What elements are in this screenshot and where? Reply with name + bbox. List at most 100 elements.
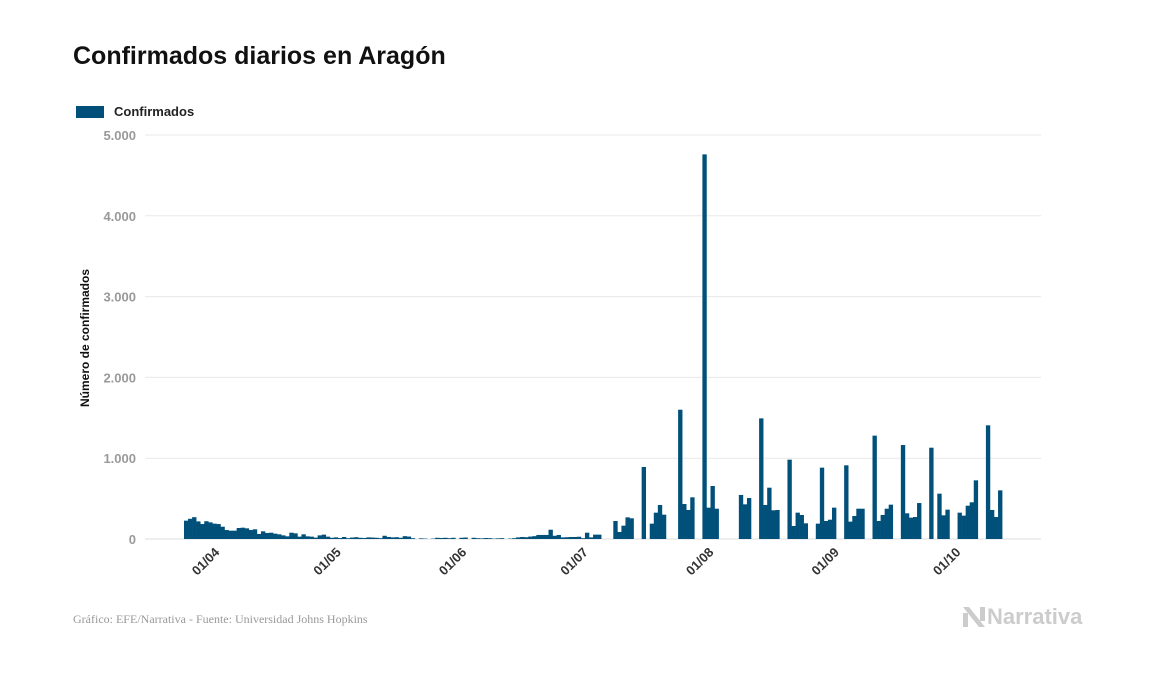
bar: 03/09: 388	[832, 507, 837, 539]
bar: 29/04: 45	[317, 535, 322, 539]
bar: 10/05: 12	[362, 538, 367, 539]
bar: 28/07: 433	[682, 504, 687, 539]
bar: 16/05: 25	[386, 536, 391, 539]
bar: 03/05: 20	[333, 537, 339, 539]
y-tick-label: 1.000	[103, 451, 136, 466]
bar: 30/04: 54	[321, 534, 327, 539]
bar: 05/07: 20	[589, 537, 594, 539]
bar: 11/05: 20	[366, 537, 371, 539]
bar: 16/06: 10	[512, 538, 517, 539]
bar: 04/07: 78	[584, 532, 590, 539]
bar: 17/05: 20	[390, 537, 395, 539]
bar: 13/05: 15	[374, 537, 379, 539]
y-tick-label: 2.000	[103, 370, 136, 385]
bar: 30/06: 25	[568, 536, 574, 539]
bar: 24/06: 50	[544, 534, 549, 539]
y-tick-label: 0	[129, 532, 136, 547]
bar: 07/09: 215	[848, 521, 853, 539]
bar: 28/06: 20	[560, 537, 565, 539]
bar: 02/05: 15	[329, 537, 335, 539]
bar: 10/06: 10	[487, 538, 493, 539]
bar: 04/08: 656	[710, 485, 715, 539]
bar: 06/10: 412	[965, 505, 970, 539]
bar: 01/04: 220	[204, 521, 209, 539]
bar: 05/08: 375	[714, 508, 719, 539]
bar: 23/09: 272	[913, 517, 918, 539]
bar: 14/07: 268	[625, 517, 630, 539]
bar: 17/09: 425	[888, 504, 894, 539]
bar: 13/09: 1279	[872, 435, 877, 539]
x-tick-label: 01/06	[436, 545, 470, 579]
bar: 20/05: 35	[402, 536, 408, 539]
bar: 21/09: 318	[904, 513, 910, 539]
bar: 07/04: 103	[228, 530, 233, 539]
bar: 22/04: 78	[289, 532, 294, 539]
bar: 30/03: 218	[196, 521, 201, 539]
bar: 05/04: 152	[220, 526, 225, 539]
bar: 11/08: 545	[738, 494, 744, 539]
bar: 25/04: 58	[301, 534, 306, 539]
bar: 18/06: 25	[520, 536, 525, 539]
bar: 30/05: 15	[443, 537, 448, 539]
bar: 03/07: 10	[580, 538, 586, 539]
bar: 11/04: 132	[244, 528, 250, 539]
x-tick-label: 01/04	[189, 544, 223, 578]
bar: 03/08: 388	[706, 507, 711, 539]
bar: 07/06: 10	[475, 538, 480, 539]
bar: 21/07: 326	[653, 512, 659, 539]
bar: 06/05: 10	[346, 538, 351, 539]
bar: 29/07: 359	[686, 509, 691, 539]
bar: 25/06: 115	[548, 529, 553, 539]
legend-swatch	[76, 105, 104, 118]
bar: 19/04: 58	[277, 534, 282, 539]
bar: 01/09: 223	[823, 520, 829, 539]
bar: 29/06: 22	[564, 537, 570, 539]
bar: 25/08: 326	[795, 512, 800, 539]
bar: 10/09: 375	[860, 508, 865, 539]
bar: 23/06: 50	[540, 534, 545, 539]
bar: 21/04: 33	[285, 536, 290, 539]
bar: 01/10: 363	[945, 509, 950, 539]
bar: 08/05: 22	[354, 537, 359, 539]
bar: 06/07: 54	[593, 534, 598, 539]
bar: 21/06: 35	[532, 536, 537, 539]
bar: 01/06: 15	[451, 537, 456, 539]
bar: 09/09: 375	[856, 508, 861, 539]
bar: 08/04: 103	[232, 530, 237, 539]
narrativa-logo: Narrativa	[963, 604, 1082, 630]
bar: 27/08: 194	[803, 523, 808, 539]
bar: 26/08: 297	[799, 515, 804, 539]
bar: 17/08: 421	[763, 504, 768, 539]
bar: 29/03: 270	[192, 517, 197, 539]
bar: 28/03: 250	[188, 518, 193, 539]
x-tick-label: 01/08	[683, 545, 717, 579]
legend-label: Confirmados	[114, 104, 195, 119]
bar: 02/07: 28	[576, 536, 582, 539]
bar: 20/08: 359	[775, 509, 780, 539]
bar: 16/04: 74	[265, 533, 270, 539]
bar: 17/04: 78	[269, 532, 274, 539]
bar: 31/03: 185	[200, 524, 205, 539]
bar: 13/10: 272	[994, 517, 999, 539]
bar: 20/07: 190	[649, 523, 655, 539]
bar: 30/07: 516	[690, 497, 695, 539]
bar: 06/06: 15	[471, 537, 476, 539]
bar: 13/07: 165	[621, 525, 626, 539]
bar: 22/06: 50	[536, 534, 541, 539]
bar: 24/05: 8	[418, 538, 424, 539]
bar: 15/05: 40	[382, 535, 387, 539]
bar: 15/07: 256	[629, 518, 634, 539]
bar: 18/07: 891	[641, 467, 646, 539]
bar: 04/06: 18	[463, 537, 468, 539]
bar: 04/05: 12	[337, 538, 343, 539]
bar: 23/08: 982	[787, 459, 792, 539]
bar: 08/06: 8	[479, 538, 484, 539]
bar: 12/07: 87	[617, 531, 622, 539]
bar: 09/06: 12	[483, 538, 489, 539]
bar: 27/06: 50	[556, 534, 561, 539]
bar: 02/04: 206	[208, 522, 213, 539]
y-tick-label: 5.000	[103, 128, 136, 143]
bar: 09/04: 136	[236, 528, 241, 539]
bar: 01/05: 29	[325, 536, 331, 539]
bar: 03/06: 15	[459, 537, 464, 539]
